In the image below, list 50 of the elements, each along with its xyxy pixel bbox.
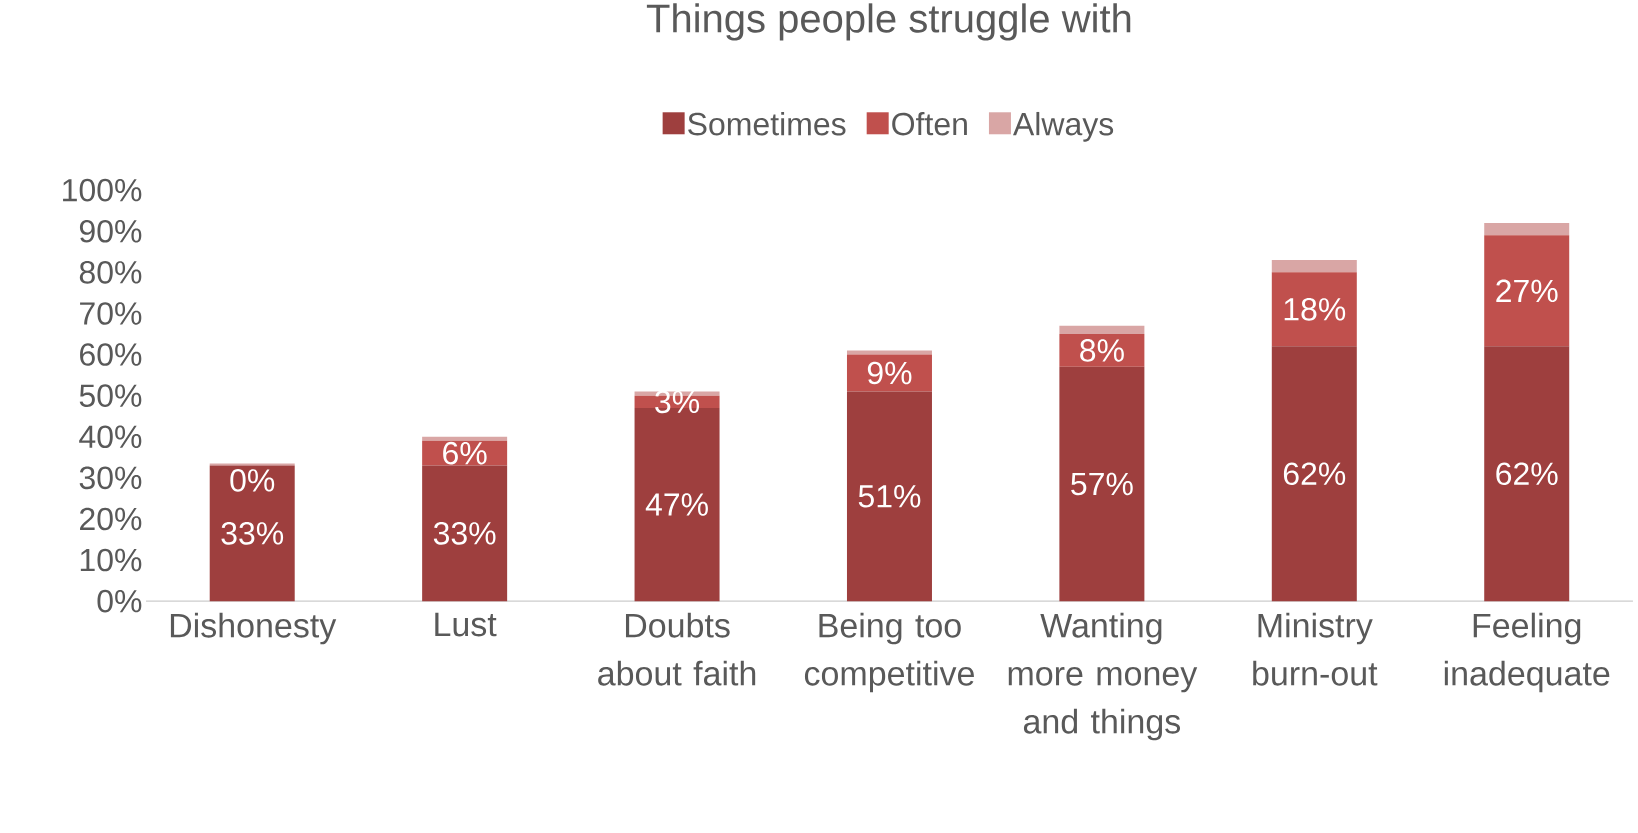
bar	[1484, 222, 1570, 236]
data-label: 8%	[1080, 339, 1124, 362]
chart-title: Things people struggle with	[646, 3, 1131, 41]
x-tick-label: Lust	[435, 612, 497, 637]
bar	[1484, 235, 1570, 347]
bar	[209, 465, 295, 602]
data-label: 6%	[443, 441, 487, 465]
x-tick-label: Ministry burn-out	[1253, 612, 1378, 686]
data-label: 33%	[433, 521, 496, 545]
bar	[422, 465, 508, 602]
y-tick-label: 60%	[80, 343, 142, 366]
bar	[846, 350, 932, 355]
y-tick-label: 90%	[79, 219, 142, 243]
legend-label: Sometimes	[688, 111, 846, 136]
bar	[846, 391, 932, 602]
data-label: 62%	[1283, 462, 1346, 485]
x-tick-label: Wanting more money and things	[1008, 612, 1198, 741]
data-label: 3%	[655, 390, 700, 414]
data-label: 0%	[230, 468, 275, 492]
data-label: 62%	[1496, 462, 1558, 485]
data-label: 9%	[867, 361, 912, 385]
y-tick-label: 20%	[80, 507, 142, 531]
x-tick-label: Dishonesty	[170, 612, 337, 645]
x-tick-label: Feeling inadequate	[1444, 612, 1610, 693]
data-label: 57%	[1071, 472, 1133, 496]
legend-label: Always	[1013, 111, 1114, 142]
data-label: 51%	[858, 485, 921, 508]
y-tick-label: 30%	[79, 466, 142, 490]
data-label: 18%	[1284, 297, 1346, 321]
x-tick-label: Being too competitive	[804, 612, 974, 693]
y-tick-label: 10%	[80, 548, 142, 572]
y-tick-label: 80%	[79, 260, 142, 284]
bar	[422, 436, 508, 441]
y-tick-label: 100%	[63, 178, 142, 202]
bar	[1271, 259, 1357, 273]
legend-label: Often	[892, 111, 967, 136]
bar	[1271, 346, 1357, 602]
y-tick-label: 0%	[97, 589, 142, 613]
bar	[1484, 346, 1570, 602]
y-tick-label: 40%	[79, 425, 142, 449]
bar	[1059, 325, 1145, 334]
bar	[1059, 366, 1145, 602]
y-tick-label: 50%	[79, 384, 142, 407]
data-label: 27%	[1496, 279, 1558, 303]
bar	[209, 463, 295, 466]
data-label: 33%	[221, 521, 284, 545]
bar	[1271, 272, 1357, 347]
data-label: 47%	[645, 493, 708, 516]
y-tick-label: 70%	[80, 302, 142, 325]
x-tick-label: Doubts about faith	[598, 612, 756, 686]
